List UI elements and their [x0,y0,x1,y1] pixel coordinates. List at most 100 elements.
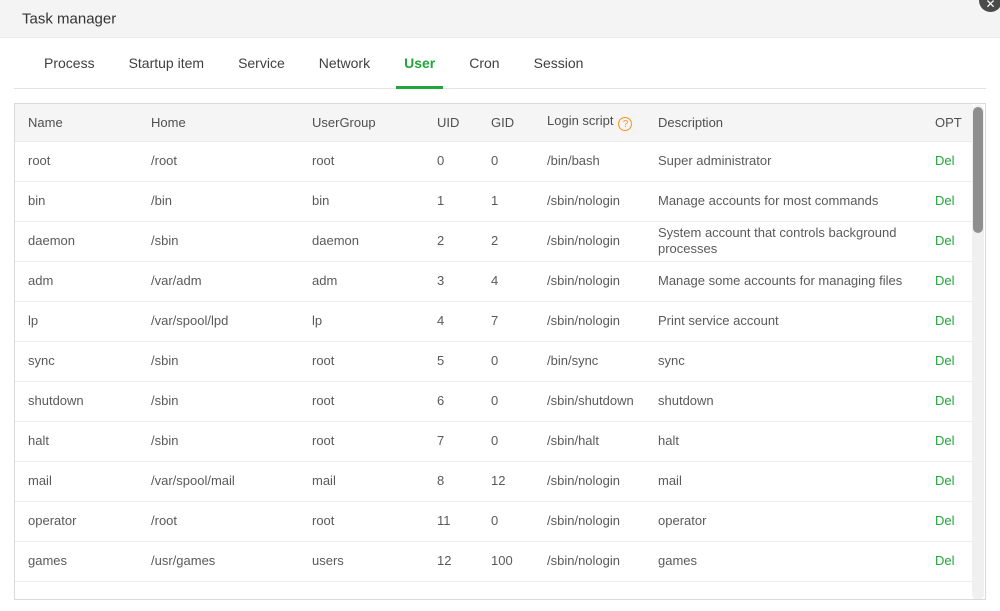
cell-home: /var/spool/mail [138,460,299,501]
cell-home: /sbin [138,420,299,461]
cell-usergroup: root [299,340,424,381]
cell-opt: Del [922,380,973,421]
delete-user-link[interactable]: Del [935,473,955,488]
cell-usergroup: root [299,380,424,421]
cell-description: sync [645,340,922,381]
cell-login-script: /sbin/nologin [534,460,645,501]
cell-usergroup: users [299,540,424,581]
cell-gid: 1 [478,180,534,221]
cell-login-script: /bin/bash [534,140,645,181]
cell-opt: Del [922,540,973,581]
col-header-gid: GID [478,104,534,141]
cell-usergroup: lp [299,300,424,341]
tab-startup-item[interactable]: Startup item [128,55,205,71]
table-row: bin/bin bin 1 1/sbin/nologin Manage accounts… [15,180,973,221]
cell-description: Manage some accounts for managing files [645,260,922,301]
cell-description: mail [645,460,922,501]
cell-opt: Del [922,500,973,541]
close-icon[interactable]: ✕ [979,0,1000,12]
cell-home: /var/adm [138,260,299,301]
cell-gid: 0 [478,420,534,461]
cell-gid: 0 [478,500,534,541]
delete-user-link[interactable]: Del [935,153,955,168]
cell-description: Super administrator [645,140,922,181]
tab-cron[interactable]: Cron [469,55,500,71]
cell-description: games [645,540,922,581]
delete-user-link[interactable]: Del [935,353,955,368]
table-row: operator/root root 11 0/sbin/nologin operato… [15,500,973,541]
cell-home: /sbin [138,340,299,381]
user-table: Name Home UserGroup UID GID Login script… [15,104,973,595]
delete-user-link[interactable]: Del [935,193,955,208]
cell-uid: 12 [424,540,478,581]
cell-name: halt [15,420,138,461]
cell-opt: Del [922,260,973,301]
user-table-container: Name Home UserGroup UID GID Login script… [14,103,986,600]
cell-login-script: /sbin/nologin [534,180,645,221]
cell-opt: Del [922,220,973,261]
cell-home: /usr/games [138,540,299,581]
table-scrollbar-track[interactable] [972,105,984,599]
cell-gid: 0 [478,340,534,381]
table-body: root/root root 0 0/bin/bash Super administra… [15,140,973,595]
table-row: root/root root 0 0/bin/bash Super administra… [15,140,973,181]
cell-name: root [15,140,138,181]
cell-name: sync [15,340,138,381]
delete-user-link[interactable]: Del [935,313,955,328]
cell-name: daemon [15,220,138,261]
table-row: mail/var/spool/mail mail 8 12/sbin/nologin m… [15,460,973,501]
cell-home: /var/spool/lpd [138,300,299,341]
cell-opt: Del [922,460,973,501]
cell-usergroup: root [299,140,424,181]
tab-network[interactable]: Network [318,55,371,71]
cell-usergroup: root [299,500,424,541]
cell-login-script: /sbin/nologin [534,540,645,581]
cell-description: halt [645,420,922,461]
delete-user-link[interactable]: Del [935,233,955,248]
cell-usergroup: mail [299,460,424,501]
table-row: shutdown/sbin root 6 0/sbin/shutdown shutdow… [15,380,973,421]
cell-opt: Del [922,140,973,181]
table-row: games/usr/games users 12 100/sbin/nologin ga… [15,540,973,581]
cell-login-script: /sbin/nologin [534,260,645,301]
delete-user-link[interactable]: Del [935,273,955,288]
cell-gid: 12 [478,460,534,501]
cell-uid: 2 [424,220,478,261]
cell-usergroup: root [299,420,424,461]
help-icon[interactable]: ? [618,117,633,132]
cell-name: shutdown [15,380,138,421]
cell-login-script: /sbin/nologin [534,220,645,261]
delete-user-link[interactable]: Del [935,553,955,568]
cell-gid: 0 [478,140,534,181]
table-row: halt/sbin root 7 0/sbin/halt halt Del [15,420,973,461]
tab-bar: Process Startup item Service Network User Cro… [14,38,986,89]
table-scrollbar-thumb[interactable] [973,107,983,233]
cell-login-script: /sbin/nologin [534,500,645,541]
col-header-opt: OPT [922,104,973,141]
col-header-login-script: Login script? [534,104,645,141]
cell-name: lp [15,300,138,341]
cell-login-script: /sbin/shutdown [534,380,645,421]
cell-home: /root [138,500,299,541]
tab-user[interactable]: User [396,38,444,89]
tab-session[interactable]: Session [533,55,584,71]
table-row: lp/var/spool/lpd lp 4 7/sbin/nologin Print s… [15,300,973,341]
cell-description: operator [645,500,922,541]
cell-opt: Del [922,420,973,461]
cell-usergroup: bin [299,180,424,221]
cell-uid: 8 [424,460,478,501]
delete-user-link[interactable]: Del [935,513,955,528]
delete-user-link[interactable]: Del [935,433,955,448]
table-row: daemon/sbin daemon 2 2/sbin/nologin System a… [15,220,973,261]
cell-description: Print service account [645,300,922,341]
cell-name: adm [15,260,138,301]
cell-gid: 2 [478,220,534,261]
cell-name: games [15,540,138,581]
cell-home: /sbin [138,220,299,261]
delete-user-link[interactable]: Del [935,393,955,408]
tab-process[interactable]: Process [44,55,95,71]
col-header-usergroup: UserGroup [299,104,424,141]
cell-home: /root [138,140,299,181]
cell-home: /sbin [138,380,299,421]
tab-service[interactable]: Service [238,55,285,71]
